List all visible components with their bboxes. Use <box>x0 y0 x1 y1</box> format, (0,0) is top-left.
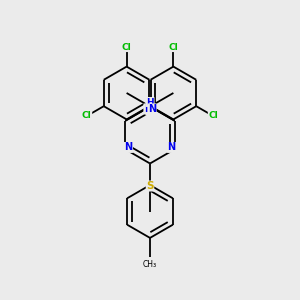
Text: H: H <box>146 98 154 106</box>
Text: Cl: Cl <box>82 112 92 120</box>
Text: N: N <box>124 142 133 152</box>
Text: N: N <box>167 142 175 152</box>
Text: CH₃: CH₃ <box>143 260 157 269</box>
Text: N: N <box>148 104 156 114</box>
Text: Cl: Cl <box>208 112 218 120</box>
Text: Cl: Cl <box>122 43 131 52</box>
Text: N: N <box>146 105 154 115</box>
Text: H: H <box>146 98 154 106</box>
Text: S: S <box>146 181 154 191</box>
Text: Cl: Cl <box>169 43 178 52</box>
Text: N: N <box>144 104 152 114</box>
